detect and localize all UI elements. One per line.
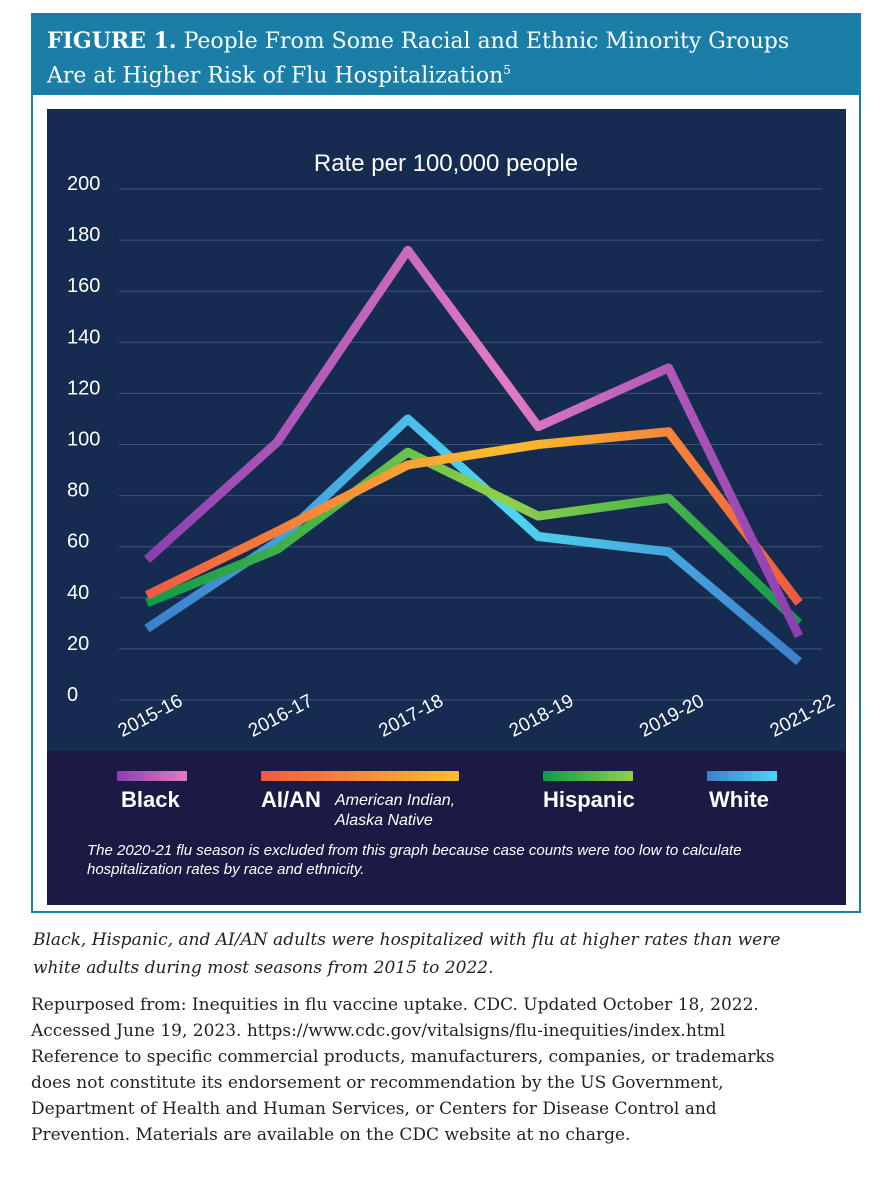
figure-caption: Black, Hispanic, and AI/AN adults were h… <box>33 926 853 982</box>
y-tick-label: 0 <box>67 684 78 706</box>
figure-title-line1: People From Some Racial and Ethnic Minor… <box>183 29 790 54</box>
y-tick-label: 100 <box>67 429 100 451</box>
y-tick-label: 20 <box>67 633 89 655</box>
figure-label: FIGURE 1. <box>47 28 177 54</box>
source-line2: Accessed June 19, 2023. https://www.cdc.… <box>31 1021 726 1041</box>
legend-label-aian: AI/AN <box>261 787 321 812</box>
line-chart: Rate per 100,000 people20018016014012010… <box>67 150 838 742</box>
x-tick-label: 2017-18 <box>376 691 447 742</box>
legend-label-black: Black <box>121 787 180 812</box>
legend-sub-line1: American Indian, <box>335 792 456 809</box>
source-line6: Prevention. Materials are available on t… <box>31 1125 631 1145</box>
caption-line1: Black, Hispanic, and AI/AN adults were h… <box>33 930 781 950</box>
legend-sub-line2: Alaska Native <box>335 812 433 829</box>
caption-line2: white adults during most seasons from 20… <box>33 958 494 978</box>
x-tick-label: 2018-19 <box>506 691 577 742</box>
x-tick-label: 2019-20 <box>636 691 707 742</box>
legend-swatch-aian <box>261 771 459 781</box>
y-tick-label: 180 <box>67 224 100 246</box>
x-tick-label: 2016-17 <box>245 691 316 742</box>
figure-title-ref: 5 <box>503 63 511 77</box>
y-tick-label: 200 <box>67 173 100 195</box>
chart-title: Rate per 100,000 people <box>314 150 578 177</box>
legend-swatch-hispanic <box>543 771 633 781</box>
series-line-black <box>143 245 804 639</box>
legend-sublabel-aian: American Indian, Alaska Native <box>335 791 485 831</box>
y-tick-label: 120 <box>67 377 100 399</box>
footnote-line1: The 2020-21 flu season is excluded from … <box>87 842 742 859</box>
chart-legend: Black AI/AN American Indian, Alaska Nati… <box>47 751 846 905</box>
y-tick-label: 60 <box>67 531 89 553</box>
x-tick-label: 2021-22 <box>767 691 838 742</box>
legend-label-hispanic: Hispanic <box>543 787 635 812</box>
chart-footnote: The 2020-21 flu season is excluded from … <box>87 841 807 879</box>
x-tick-label: 2015-16 <box>115 691 186 742</box>
source-line3: Reference to specific commercial product… <box>31 1047 775 1067</box>
source-line1: Repurposed from: Inequities in flu vacci… <box>31 995 759 1015</box>
figure-header: FIGURE 1. People From Some Racial and Et… <box>33 15 859 95</box>
chart-panel: Rate per 100,000 people 200 180 160 140 120 10… <box>47 109 846 905</box>
y-tick-label: 40 <box>67 582 89 604</box>
series-line-hispanic <box>145 447 803 627</box>
series-line-aian <box>145 427 803 606</box>
figure-title-line2: Are at Higher Risk of Flu Hospitalizatio… <box>47 63 504 89</box>
source-line4: does not constitute its endorsement or r… <box>31 1073 724 1093</box>
footnote-line2: hospitalization rates by race and ethnic… <box>87 861 365 878</box>
legend-swatch-black <box>117 771 187 781</box>
source-note: Repurposed from: Inequities in flu vacci… <box>31 992 871 1148</box>
source-line5: Department of Health and Human Services,… <box>31 1099 717 1119</box>
legend-swatch-white <box>707 771 777 781</box>
y-tick-label: 140 <box>67 326 100 348</box>
figure-frame: FIGURE 1. People From Some Racial and Et… <box>31 13 861 913</box>
legend-label-white: White <box>709 787 769 812</box>
y-tick-label: 160 <box>67 275 100 297</box>
y-tick-label: 80 <box>67 480 89 502</box>
